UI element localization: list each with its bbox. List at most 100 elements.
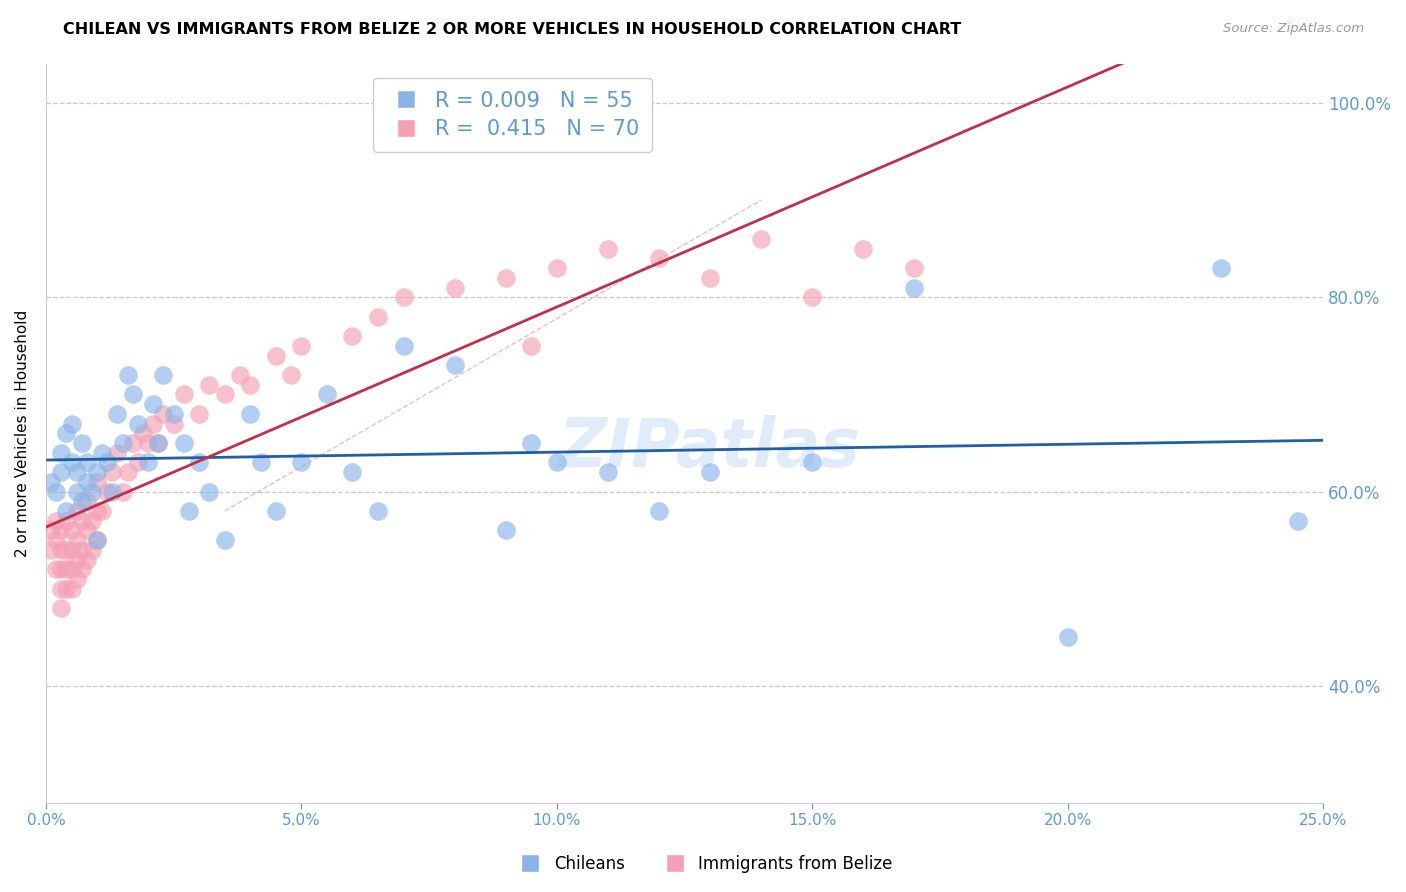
Point	[96, 484, 118, 499]
Point	[367, 504, 389, 518]
Point	[70, 562, 93, 576]
Point	[45, 484, 67, 499]
Point	[214, 533, 236, 548]
Point	[55, 504, 77, 518]
Point	[70, 436, 93, 450]
Point	[214, 387, 236, 401]
Point	[198, 377, 221, 392]
Point	[80, 484, 103, 499]
Point	[342, 329, 364, 343]
Point	[142, 397, 165, 411]
Point	[101, 484, 124, 499]
Point	[96, 455, 118, 469]
Point	[111, 436, 134, 450]
Point	[188, 407, 211, 421]
Text: Source: ZipAtlas.com: Source: ZipAtlas.com	[1223, 22, 1364, 36]
Point	[86, 533, 108, 548]
Point	[101, 465, 124, 479]
Point	[316, 387, 339, 401]
Point	[60, 417, 83, 431]
Point	[229, 368, 252, 382]
Point	[117, 465, 139, 479]
Point	[392, 290, 415, 304]
Point	[65, 484, 87, 499]
Point	[177, 504, 200, 518]
Point	[51, 562, 73, 576]
Point	[76, 552, 98, 566]
Point	[55, 582, 77, 596]
Point	[520, 339, 543, 353]
Point	[107, 407, 129, 421]
Point	[55, 542, 77, 557]
Point	[76, 455, 98, 469]
Point	[443, 359, 465, 373]
Point	[121, 436, 143, 450]
Point	[76, 494, 98, 508]
Point	[65, 533, 87, 548]
Point	[55, 426, 77, 441]
Point	[117, 368, 139, 382]
Point	[148, 436, 170, 450]
Point	[152, 368, 174, 382]
Point	[91, 504, 114, 518]
Point	[51, 446, 73, 460]
Point	[55, 514, 77, 528]
Point	[852, 242, 875, 256]
Point	[392, 339, 415, 353]
Point	[51, 524, 73, 538]
Point	[596, 465, 619, 479]
Point	[86, 475, 108, 489]
Point	[107, 446, 129, 460]
Point	[76, 475, 98, 489]
Point	[65, 465, 87, 479]
Point	[45, 514, 67, 528]
Point	[65, 572, 87, 586]
Point	[60, 542, 83, 557]
Point	[39, 542, 62, 557]
Point	[51, 601, 73, 615]
Point	[127, 455, 149, 469]
Point	[80, 542, 103, 557]
Point	[45, 562, 67, 576]
Point	[198, 484, 221, 499]
Point	[801, 455, 824, 469]
Point	[86, 504, 108, 518]
Point	[86, 533, 108, 548]
Point	[152, 407, 174, 421]
Point	[60, 455, 83, 469]
Point	[903, 261, 925, 276]
Point	[70, 514, 93, 528]
Point	[76, 524, 98, 538]
Point	[239, 377, 262, 392]
Point	[80, 514, 103, 528]
Point	[65, 504, 87, 518]
Point	[495, 524, 517, 538]
Point	[596, 242, 619, 256]
Point	[121, 387, 143, 401]
Point	[91, 446, 114, 460]
Point	[699, 270, 721, 285]
Point	[60, 524, 83, 538]
Point	[163, 407, 186, 421]
Point	[520, 436, 543, 450]
Point	[70, 542, 93, 557]
Point	[86, 465, 108, 479]
Point	[173, 387, 195, 401]
Point	[51, 582, 73, 596]
Legend: R = 0.009   N = 55, R =  0.415   N = 70: R = 0.009 N = 55, R = 0.415 N = 70	[373, 78, 652, 152]
Point	[188, 455, 211, 469]
Point	[1209, 261, 1232, 276]
Legend: Chileans, Immigrants from Belize: Chileans, Immigrants from Belize	[508, 848, 898, 880]
Point	[127, 417, 149, 431]
Point	[173, 436, 195, 450]
Point	[290, 339, 312, 353]
Point	[699, 465, 721, 479]
Point	[546, 455, 568, 469]
Point	[163, 417, 186, 431]
Point	[342, 465, 364, 479]
Point	[148, 436, 170, 450]
Text: CHILEAN VS IMMIGRANTS FROM BELIZE 2 OR MORE VEHICLES IN HOUSEHOLD CORRELATION CH: CHILEAN VS IMMIGRANTS FROM BELIZE 2 OR M…	[63, 22, 962, 37]
Point	[903, 280, 925, 294]
Point	[546, 261, 568, 276]
Point	[39, 524, 62, 538]
